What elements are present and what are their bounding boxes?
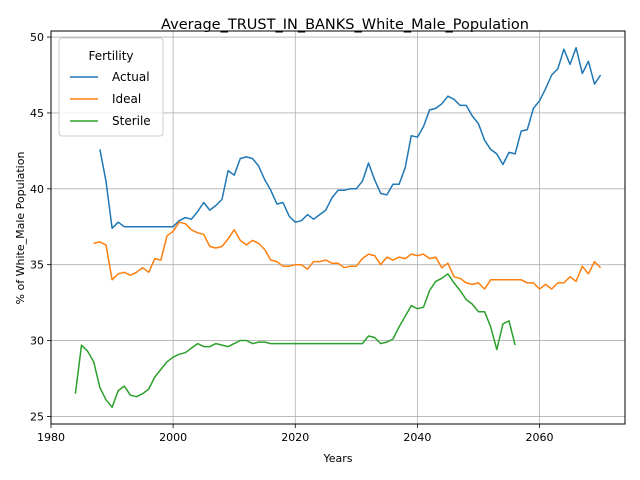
y-tick-label: 50	[30, 31, 44, 44]
y-axis-label: % of White_Male Population	[14, 152, 27, 305]
x-tick-label: 2040	[403, 431, 431, 444]
legend-label-sterile: Sterile	[112, 114, 151, 128]
y-tick-label: 35	[30, 259, 44, 272]
y-tick-label: 25	[30, 410, 44, 423]
legend-title: Fertility	[88, 49, 133, 63]
x-axis-label: Years	[322, 452, 352, 465]
y-axis-ticks: 25 30 35 40 45 50	[30, 31, 51, 423]
x-tick-label: 1980	[37, 431, 65, 444]
series-line-actual	[99, 46, 602, 230]
series-lines	[74, 46, 602, 409]
x-axis-ticks: 1980 2000 2020 2040 2060	[37, 424, 554, 444]
legend-box	[58, 37, 164, 137]
plot-area-frame	[50, 30, 626, 425]
series-line-sterile	[74, 273, 516, 409]
series-line-ideal	[93, 221, 602, 290]
y-tick-label: 45	[30, 107, 44, 120]
y-tick-label: 40	[30, 183, 44, 196]
legend: Fertility Actual Ideal Sterile	[58, 37, 164, 137]
x-tick-label: 2060	[526, 431, 554, 444]
y-tick-label: 30	[30, 335, 44, 348]
legend-label-ideal: Ideal	[112, 92, 141, 106]
x-tick-label: 2000	[159, 431, 187, 444]
legend-label-actual: Actual	[112, 70, 150, 84]
chart-title: Average_TRUST_IN_BANKS_White_Male_Popula…	[161, 17, 529, 33]
x-tick-label: 2020	[281, 431, 309, 444]
